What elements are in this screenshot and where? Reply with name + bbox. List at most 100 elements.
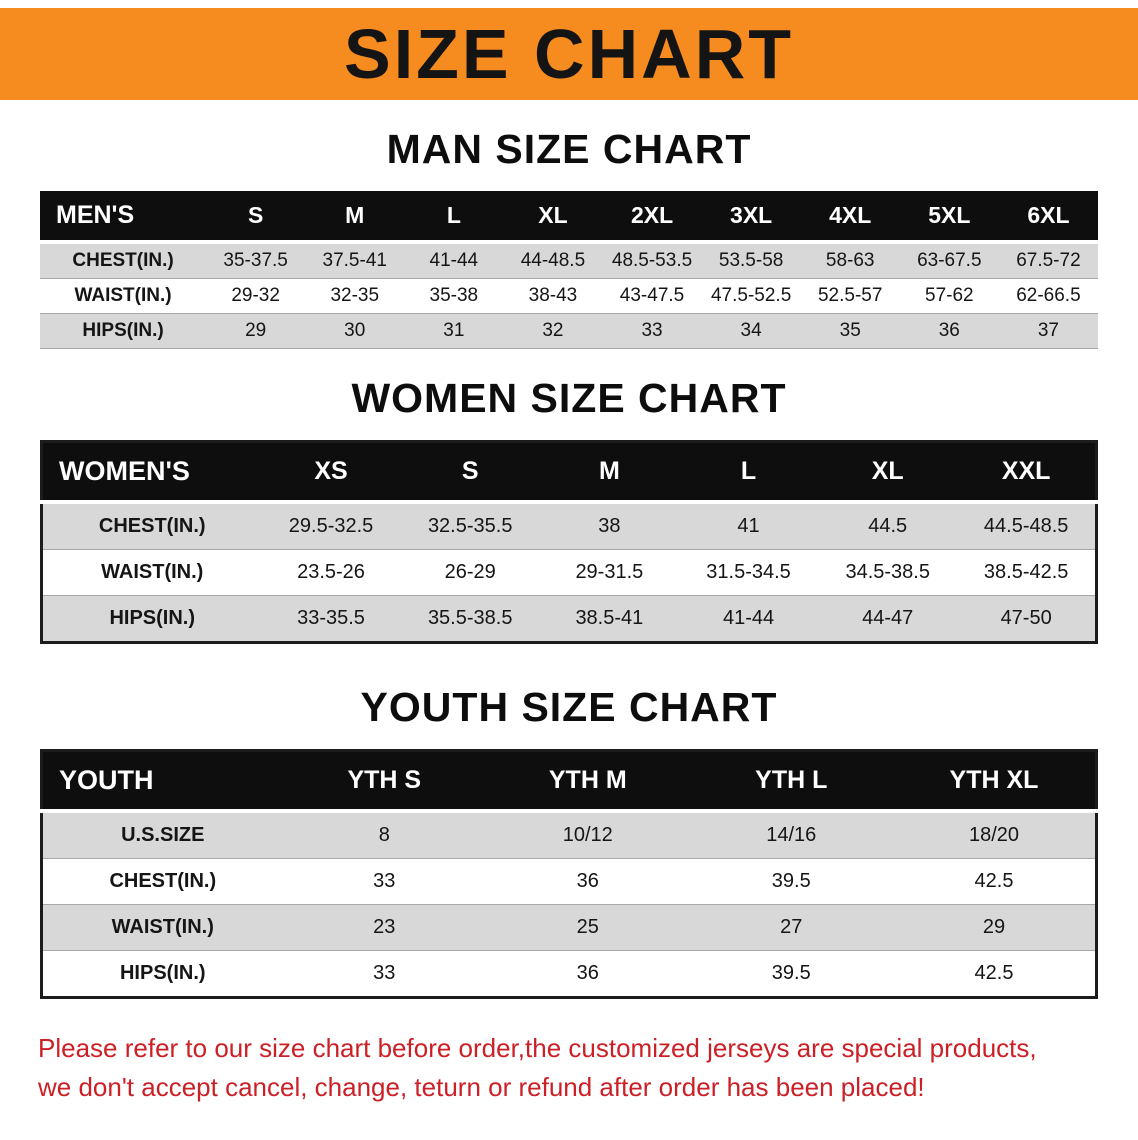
size-column-header: M xyxy=(539,441,679,504)
notice-line-1: Please refer to our size chart before or… xyxy=(38,1033,1037,1063)
youth-section-heading: YOUTH SIZE CHART xyxy=(360,684,778,730)
size-column-header: 2XL xyxy=(602,191,702,244)
size-value: 36 xyxy=(938,320,960,341)
section-men: MAN SIZE CHART MEN'S S M L XL 2XL 3XL 4XL 5XL 6XL… xyxy=(0,126,1138,349)
youth-size-table: YOUTH YTH S YTH M YTH L YTH XL U.S.SIZE 8 10/12… xyxy=(40,749,1098,999)
size-value: 32 xyxy=(542,320,564,341)
size-value: 48.5-53.5 xyxy=(611,250,693,271)
size-column-header: 4XL xyxy=(800,191,900,244)
size-value: 29 xyxy=(982,916,1006,938)
size-value: 33 xyxy=(373,962,396,984)
size-value: 31 xyxy=(443,320,465,341)
size-value: 29-31.5 xyxy=(575,561,644,583)
size-column-header: XL xyxy=(503,191,603,244)
size-value: 25 xyxy=(576,916,599,938)
size-value: 8 xyxy=(378,824,390,846)
size-value: 23.5-26 xyxy=(297,561,365,583)
size-column-header: YTH S xyxy=(282,750,487,813)
size-value: 41-44 xyxy=(429,250,479,271)
size-column-header: XXL xyxy=(957,441,1097,504)
row-label: CHEST(IN.) xyxy=(109,870,217,892)
size-value: 67.5-72 xyxy=(1016,250,1081,271)
size-value: 33-35.5 xyxy=(297,607,365,629)
size-value: 44.5-48.5 xyxy=(983,515,1069,537)
size-value: 42.5 xyxy=(974,962,1014,984)
size-value: 34.5-38.5 xyxy=(845,561,930,583)
size-value: 42.5 xyxy=(974,870,1014,892)
row-label: CHEST(IN.) xyxy=(72,250,174,271)
size-value: 47.5-52.5 xyxy=(710,285,792,306)
row-label: WAIST(IN.) xyxy=(101,561,204,583)
table-title-cell: MEN'S xyxy=(40,191,207,244)
table-header-row: YOUTH YTH S YTH M YTH L YTH XL xyxy=(41,750,1097,813)
size-value: 32.5-35.5 xyxy=(427,515,513,537)
table-row: HIPS(IN.) 33 36 39.5 42.5 xyxy=(41,950,1097,998)
size-value: 36 xyxy=(576,962,599,984)
size-value: 27 xyxy=(780,916,803,938)
size-column-header: 3XL xyxy=(701,191,801,244)
notice-line-2: we don't accept cancel, change, teturn o… xyxy=(38,1072,925,1102)
table-title-cell: YOUTH xyxy=(41,750,283,813)
size-column-header: YTH M xyxy=(486,750,690,813)
size-value: 38 xyxy=(598,515,621,537)
size-value: 58-63 xyxy=(825,250,875,271)
table-header-row: WOMEN'S XS S M L XL XXL xyxy=(41,441,1097,504)
table-row: WAIST(IN.) 23.5-26 26-29 29-31.5 31.5-34.5 34… xyxy=(41,549,1097,596)
table-row: HIPS(IN.) 33-35.5 35.5-38.5 38.5-41 41-44 44-… xyxy=(41,595,1097,643)
table-row: HIPS(IN.) 29 30 31 32 33 34 35 36 37 xyxy=(40,313,1098,349)
size-value: 35-38 xyxy=(429,285,479,306)
size-column-header: L xyxy=(678,441,819,504)
table-row: CHEST(IN.) 33 36 39.5 42.5 xyxy=(41,858,1097,905)
size-value: 35.5-38.5 xyxy=(427,607,513,629)
size-value: 29-32 xyxy=(231,285,280,306)
size-value: 37.5-41 xyxy=(322,250,387,271)
table-row: U.S.SIZE 8 10/12 14/16 18/20 xyxy=(41,811,1097,859)
size-value: 37 xyxy=(1037,320,1059,341)
size-value: 41 xyxy=(737,515,760,537)
row-label: HIPS(IN.) xyxy=(82,320,164,341)
size-value: 34 xyxy=(740,320,762,341)
row-label: CHEST(IN.) xyxy=(98,515,206,537)
women-table-wrap: WOMEN'S XS S M L XL XXL CHEST(IN.) 29.5-32.5 32.5… xyxy=(40,440,1098,644)
size-value: 57-62 xyxy=(925,285,974,306)
table-row: CHEST(IN.) 35-37.5 37.5-41 41-44 44-48.5 48.5… xyxy=(40,242,1098,279)
youth-table-wrap: YOUTH YTH S YTH M YTH L YTH XL U.S.SIZE 8 10/12… xyxy=(40,749,1098,999)
row-label: WAIST(IN.) xyxy=(74,285,172,306)
size-value: 38.5-41 xyxy=(575,607,644,629)
size-column-header: M xyxy=(305,191,405,244)
table-row: WAIST(IN.) 29-32 32-35 35-38 38-43 43-47.5 47.… xyxy=(40,278,1098,314)
size-value: 41-44 xyxy=(722,607,775,629)
size-value: 30 xyxy=(344,320,366,341)
size-column-header: 5XL xyxy=(899,191,999,244)
size-value: 26-29 xyxy=(444,561,496,583)
size-column-header: YTH L xyxy=(689,750,893,813)
size-value: 43-47.5 xyxy=(619,285,685,306)
table-title-cell: WOMEN'S xyxy=(41,441,262,504)
row-label: U.S.SIZE xyxy=(121,824,205,846)
size-value: 32-35 xyxy=(330,285,380,306)
table-row: CHEST(IN.) 29.5-32.5 32.5-35.5 38 41 44.5 44.5… xyxy=(41,502,1097,550)
size-value: 29.5-32.5 xyxy=(288,515,374,537)
men-section-heading: MAN SIZE CHART xyxy=(386,126,752,172)
size-value: 18/20 xyxy=(968,824,1020,846)
size-column-header: YTH XL xyxy=(893,750,1097,813)
row-label: HIPS(IN.) xyxy=(109,607,195,629)
size-value: 31.5-34.5 xyxy=(706,561,791,583)
footer-notice: Please refer to our size chart before or… xyxy=(38,1029,1100,1107)
size-value: 10/12 xyxy=(562,824,613,846)
size-value: 29 xyxy=(245,320,267,341)
size-value: 33 xyxy=(641,320,663,341)
men-table-wrap: MEN'S S M L XL 2XL 3XL 4XL 5XL 6XL CHEST(IN.) 35-37… xyxy=(40,191,1098,349)
women-size-table: WOMEN'S XS S M L XL XXL CHEST(IN.) 29.5-32.5 32.5… xyxy=(40,440,1098,644)
size-value: 35-37.5 xyxy=(223,250,288,271)
size-column-header: L xyxy=(404,191,504,244)
size-value: 47-50 xyxy=(1000,607,1052,629)
table-header-row: MEN'S S M L XL 2XL 3XL 4XL 5XL 6XL xyxy=(40,191,1098,244)
size-value: 63-67.5 xyxy=(917,250,982,271)
size-value: 39.5 xyxy=(771,870,811,892)
size-column-header: 6XL xyxy=(998,191,1098,244)
section-youth: YOUTH SIZE CHART YOUTH YTH S YTH M YTH L YTH… xyxy=(0,684,1138,999)
size-value: 38.5-42.5 xyxy=(983,561,1069,583)
section-women: WOMEN SIZE CHART WOMEN'S XS S M L XL XXL CHEST(… xyxy=(0,375,1138,644)
size-value: 44-48.5 xyxy=(520,250,586,271)
